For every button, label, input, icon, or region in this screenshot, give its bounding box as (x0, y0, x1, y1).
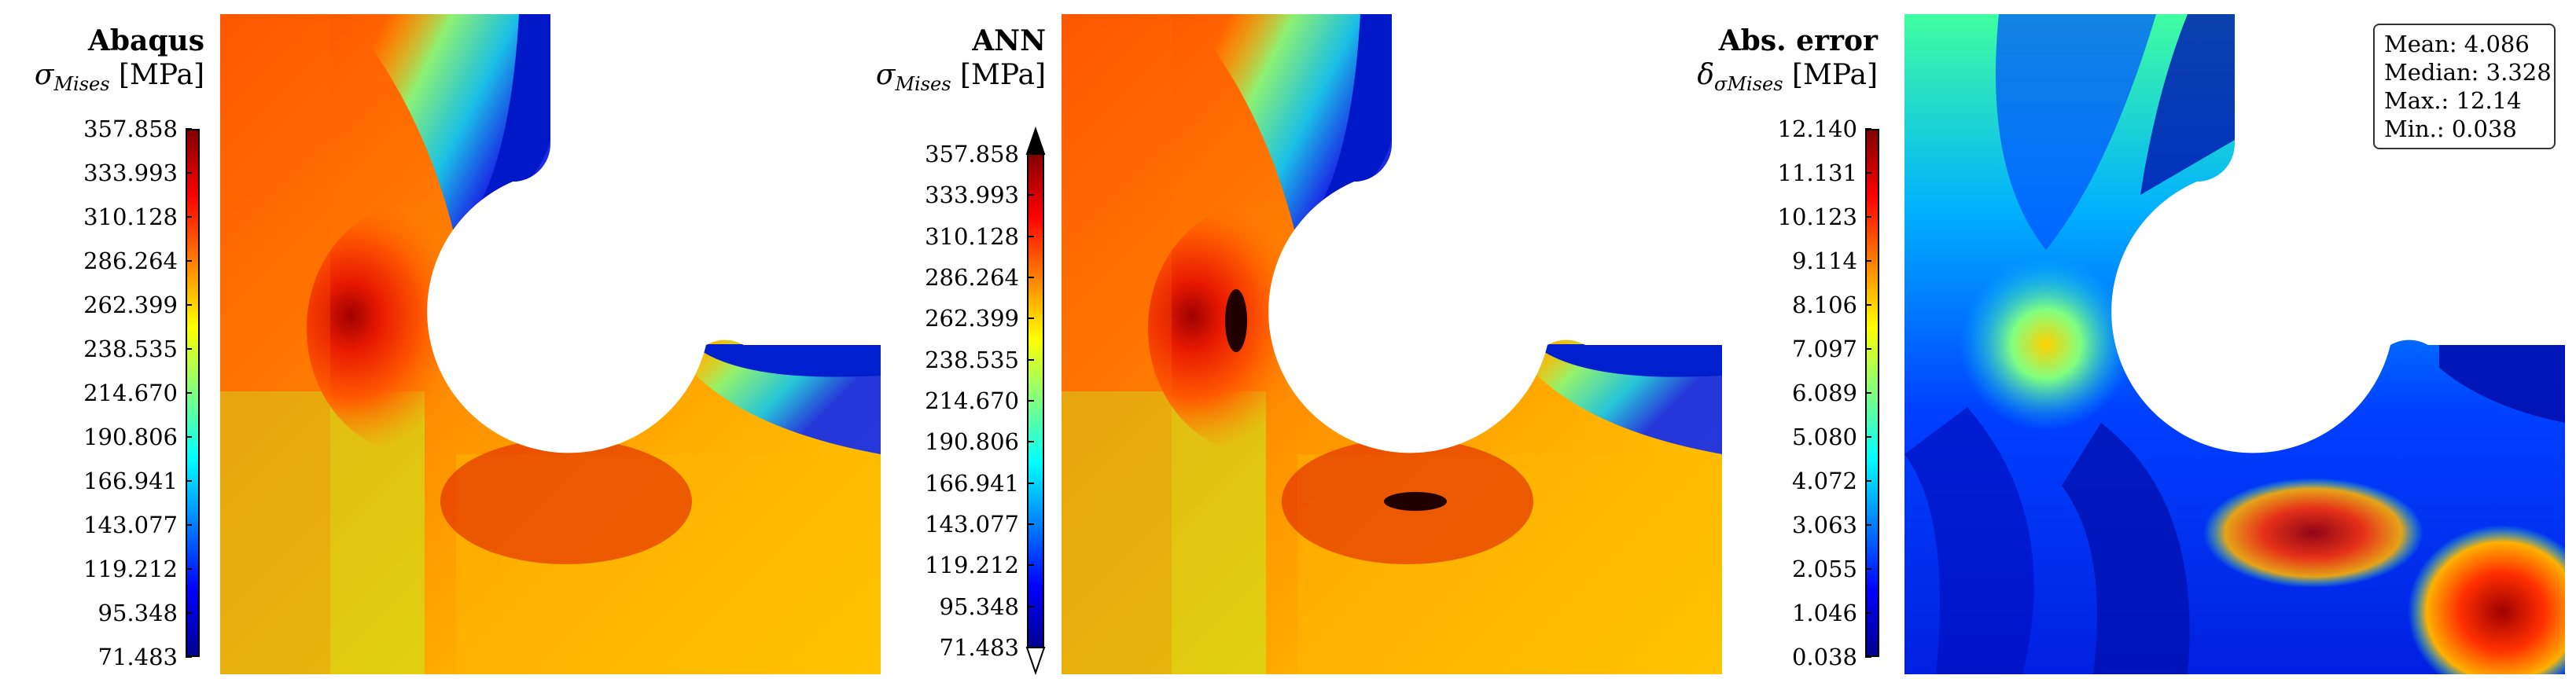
chart-title: Abs. error (1718, 24, 1878, 57)
stress-field-abaqus (220, 14, 881, 674)
colorbar-tick-label: 357.858 (83, 116, 178, 142)
colorbar-tick-mark (186, 480, 192, 482)
colorbar-tick-label: 262.399 (83, 292, 178, 318)
colorbar-tick-label: 119.212 (83, 556, 178, 582)
colorbar-tick-label: 119.212 (925, 552, 1019, 579)
chart-title: ANN (972, 24, 1046, 57)
colorbar-tick-label: 238.535 (83, 336, 178, 362)
colorbar-tick-label: 3.063 (1791, 512, 1857, 538)
colorbar-tick-label: 95.348 (98, 600, 178, 626)
colorbar-tick-mark (186, 216, 192, 218)
legend-title: Abaqus σMises [MPa] (0, 24, 204, 101)
colorbar-tick-mark (1028, 441, 1034, 443)
colorbar-tick-label: 190.806 (925, 428, 1019, 456)
colorbar-tick-mark (1865, 436, 1871, 438)
colorbar-tick-mark (1865, 524, 1871, 526)
colorbar-tick-label: 357.858 (925, 141, 1019, 167)
colorbar-tick-mark (186, 568, 192, 570)
colorbar-tick-label: 4.072 (1791, 468, 1857, 494)
colorbar-tick-mark (1865, 656, 1871, 658)
colorbar-tick-mark (1028, 605, 1034, 607)
colorbar-tick-mark (1865, 128, 1871, 130)
colorbar-tick-label: 166.941 (83, 468, 178, 494)
colorbar-tick-mark (1865, 392, 1871, 394)
colorbar-tick-mark (1865, 480, 1871, 482)
colorbar-tick-label: 0.038 (1791, 644, 1857, 670)
colorbar-tick-mark (1028, 400, 1034, 402)
colorbar-tick-mark (1028, 523, 1034, 525)
stress-field-ann (1062, 14, 1722, 674)
colorbar-tick-label: 214.670 (83, 380, 178, 406)
colorbar-tick-mark (1028, 317, 1034, 320)
colorbar-tick-label: 7.097 (1791, 336, 1857, 362)
colorbar-tick-label: 333.993 (925, 182, 1019, 209)
stats-max: Max.: 12.14 (2384, 87, 2522, 114)
colorbar-tick-mark (186, 304, 192, 306)
stats-median: Median: 3.328 (2384, 59, 2552, 86)
colorbar-tick-mark (186, 348, 192, 350)
colorbar-tick-mark (1865, 612, 1871, 614)
colorbar-tick-mark (1865, 172, 1871, 174)
colorbar-tick-label: 6.089 (1791, 380, 1857, 406)
colorbar-tick-label: 9.114 (1791, 248, 1857, 274)
colorbar-tick-label: 2.055 (1791, 556, 1857, 582)
colorbar-tick-mark (1028, 358, 1034, 361)
legend-title: ANN σMises [MPa] (841, 24, 1046, 101)
colorbar-tick-label: 71.483 (98, 644, 178, 670)
colorbar-tick-mark (1028, 647, 1034, 648)
colorbar-tick-mark (186, 612, 192, 614)
colorbar-tick-mark (1028, 153, 1034, 155)
colorbar-tick-mark (186, 656, 192, 658)
colorbar-tick-label: 262.399 (925, 305, 1019, 332)
panel-error: Abs. error δσMises [MPa] (1683, 0, 2576, 690)
colorbar-tick-label: 95.348 (939, 593, 1019, 620)
colorbar-tick-label: 143.077 (925, 511, 1019, 538)
colorbar-label: δσMises [MPa] (1697, 59, 1878, 96)
colorbar-tick-label: 8.106 (1791, 292, 1857, 318)
colorbar-tick-label: 166.941 (925, 469, 1019, 497)
colorbar-tick-label: 310.128 (925, 222, 1019, 250)
legend-title: Abs. error δσMises [MPa] (1683, 24, 1878, 101)
colorbar-tick-label: 190.806 (83, 424, 178, 450)
stats-box: Mean: 4.086 Median: 3.328 Max.: 12.14 Mi… (2373, 24, 2556, 149)
stats-mean: Mean: 4.086 (2384, 31, 2530, 57)
colorbar-tick-mark (1028, 235, 1034, 237)
colorbar-tick-mark (1028, 277, 1034, 278)
colorbar-tick-label: 12.140 (1777, 116, 1857, 142)
colorbar-tick-label: 11.131 (1777, 160, 1857, 186)
chart-title: Abaqus (87, 24, 204, 57)
colorbar-tick-mark (1865, 568, 1871, 570)
colorbar-tick-mark (186, 260, 192, 262)
colorbar-tick-mark (186, 392, 192, 394)
colorbar-tick-mark (1028, 482, 1034, 484)
colorbar-tick-label: 71.483 (939, 634, 1019, 661)
colorbar-tick-label: 10.123 (1777, 204, 1857, 230)
colorbar-tick-mark (1865, 216, 1871, 218)
colorbar-tick-label: 310.128 (83, 204, 178, 230)
panel-ann: ANN σMises [MPa] 357.858 333.993 310.128 28… (841, 0, 1722, 690)
colorbar-tick-label: 286.264 (925, 264, 1019, 291)
colorbar-tick-label: 5.080 (1791, 424, 1857, 450)
colorbar-tick-mark (186, 128, 192, 130)
colorbar-tick-label: 333.993 (83, 160, 178, 186)
colorbar-tick-mark (186, 436, 192, 438)
colorbar-tick-label: 238.535 (925, 346, 1019, 373)
colorbar-tick-mark (1865, 304, 1871, 306)
colorbar-tick-mark (186, 172, 192, 174)
colorbar-tick-mark (1028, 194, 1034, 196)
colorbar-label: σMises [MPa] (34, 59, 204, 96)
colorbar-tick-mark (1865, 348, 1871, 350)
colorbar-tick-label: 143.077 (83, 512, 178, 538)
colorbar-label: σMises [MPa] (875, 59, 1046, 96)
colorbar-tick-label: 214.670 (925, 387, 1019, 414)
colorbar-tick-mark (1028, 564, 1034, 567)
colorbar-tick-mark (186, 524, 192, 526)
colorbar-tick-mark (1865, 260, 1871, 262)
colorbar-tick-label: 286.264 (83, 248, 178, 274)
panel-abaqus: Abaqus σMises [MPa] (0, 0, 881, 690)
colorbar-tick-label: 1.046 (1791, 600, 1857, 626)
stats-min: Min.: 0.038 (2384, 116, 2517, 142)
